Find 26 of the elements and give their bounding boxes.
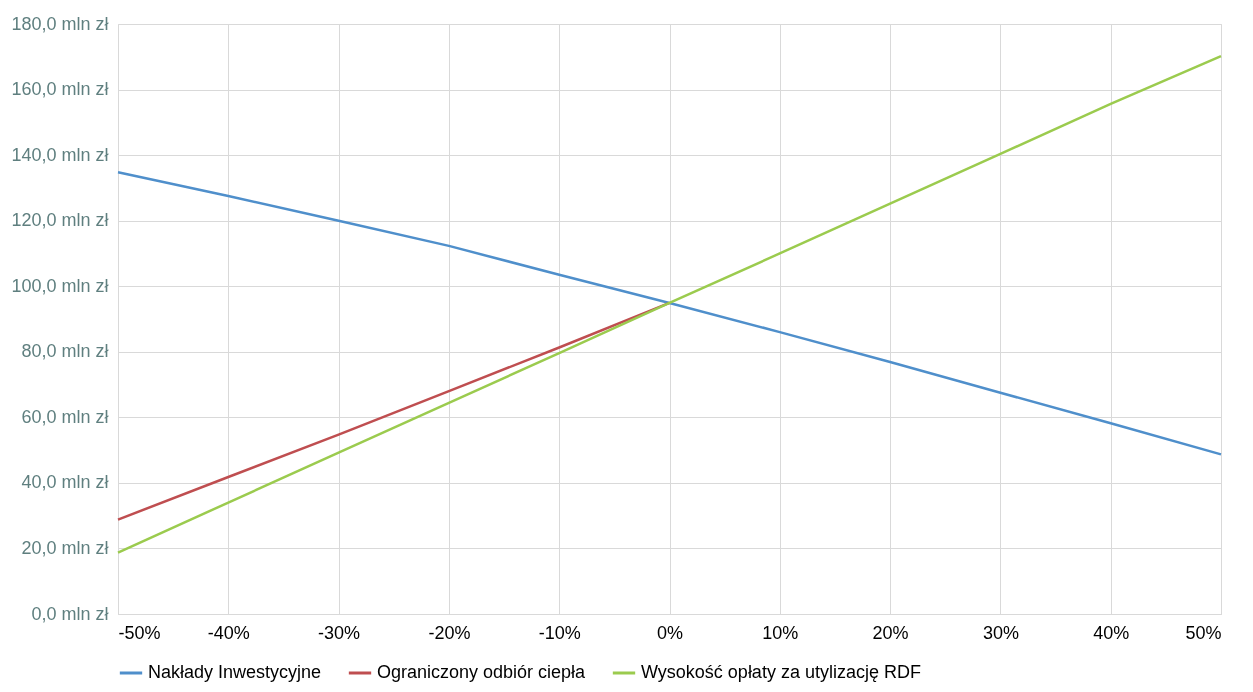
x-tick-label: -20% [428, 622, 471, 643]
y-tick-label: 0,0 mln zł [31, 603, 109, 624]
x-tick-label: 30% [982, 622, 1019, 643]
y-tick-label: 120,0 mln zł [11, 210, 109, 231]
y-tick-label: 60,0 mln zł [21, 406, 109, 427]
x-tick-label: -30% [318, 622, 361, 643]
x-tick-label: -50% [118, 622, 161, 643]
x-tick-label: 0% [656, 622, 684, 643]
y-tick-label: 180,0 mln zł [11, 13, 109, 34]
y-tick-label: 40,0 mln zł [21, 472, 109, 493]
x-tick-label: 50% [1185, 622, 1222, 643]
x-tick-label: 20% [872, 622, 909, 643]
x-tick-label: 40% [1093, 622, 1130, 643]
y-tick-label: 160,0 mln zł [11, 79, 109, 100]
x-tick-label: -40% [207, 622, 250, 643]
x-tick-label: 10% [762, 622, 799, 643]
y-tick-label: 100,0 mln zł [11, 275, 109, 296]
y-tick-label: 80,0 mln zł [21, 341, 109, 362]
line-series [116, 170, 1223, 456]
y-tick-label: 140,0 mln zł [11, 144, 109, 165]
y-tick-label: 20,0 mln zł [21, 537, 109, 558]
line-series [116, 54, 1223, 554]
legend-label: Wysokość opłaty za utylizację RDF [641, 662, 921, 682]
legend-label: Ograniczony odbiór ciepła [377, 662, 587, 682]
legend-label: Nakłady Inwestycyjne [148, 662, 322, 682]
x-tick-label: -10% [538, 622, 581, 643]
